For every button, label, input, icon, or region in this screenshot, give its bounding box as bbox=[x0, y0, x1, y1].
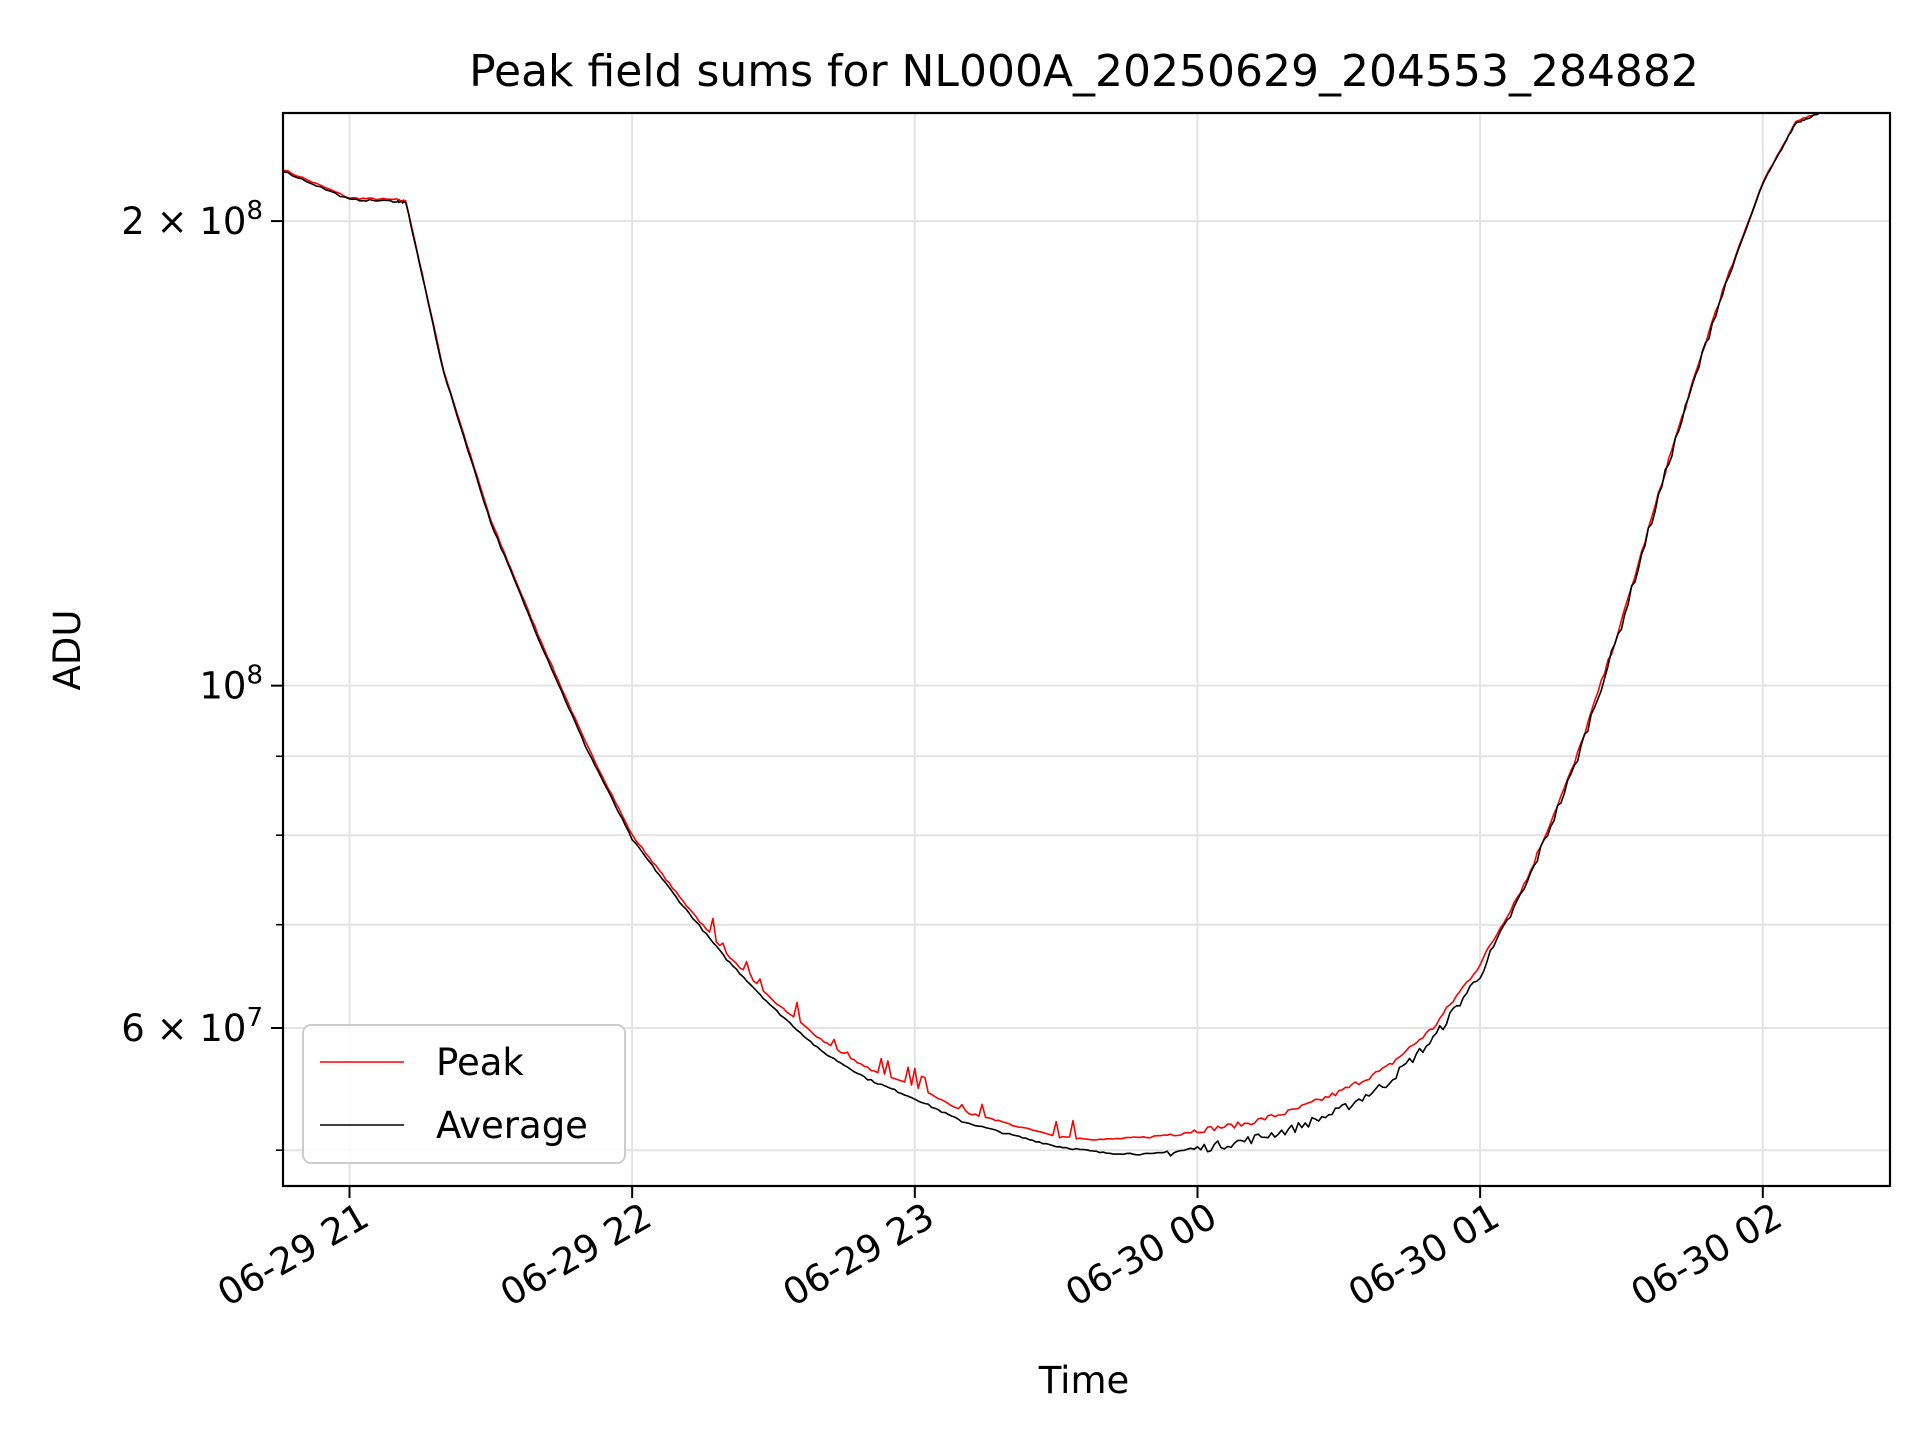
axis-ticks bbox=[271, 220, 1764, 1198]
x-tick-label: 06-29 23 bbox=[776, 1195, 942, 1315]
series-layer bbox=[282, 112, 1820, 1157]
average-series-line bbox=[282, 112, 1820, 1157]
plot-frame bbox=[281, 111, 1892, 1188]
grid-lines bbox=[283, 113, 1890, 1186]
y-tick-labels: 6 × 107 108 2 × 108 bbox=[121, 196, 263, 1050]
chart-title: Peak field sums for NL000A_20250629_2045… bbox=[469, 46, 1699, 97]
x-tick-label: 06-30 01 bbox=[1341, 1195, 1507, 1315]
x-tick-label: 06-30 02 bbox=[1624, 1195, 1790, 1315]
x-tick-label: 06-30 00 bbox=[1058, 1195, 1224, 1315]
x-tick-label: 06-29 22 bbox=[493, 1195, 659, 1315]
legend-peak-label: Peak bbox=[436, 1041, 524, 1084]
legend-box bbox=[302, 1024, 626, 1164]
peak-series-line bbox=[282, 112, 1820, 1141]
y-axis-label: ADU bbox=[46, 610, 89, 691]
y-tick-label: 2 × 108 bbox=[121, 196, 263, 243]
x-tick-labels: 06-29 21 06-29 22 06-29 23 06-30 00 06-30 01… bbox=[210, 1195, 1789, 1315]
x-axis-label: Time bbox=[1038, 1359, 1130, 1402]
y-tick-label: 108 bbox=[199, 661, 263, 708]
x-tick-label: 06-29 21 bbox=[210, 1195, 376, 1315]
legend-average-label: Average bbox=[436, 1104, 588, 1147]
y-tick-label: 6 × 107 bbox=[121, 1003, 263, 1050]
legend: Peak Average bbox=[302, 1024, 626, 1164]
